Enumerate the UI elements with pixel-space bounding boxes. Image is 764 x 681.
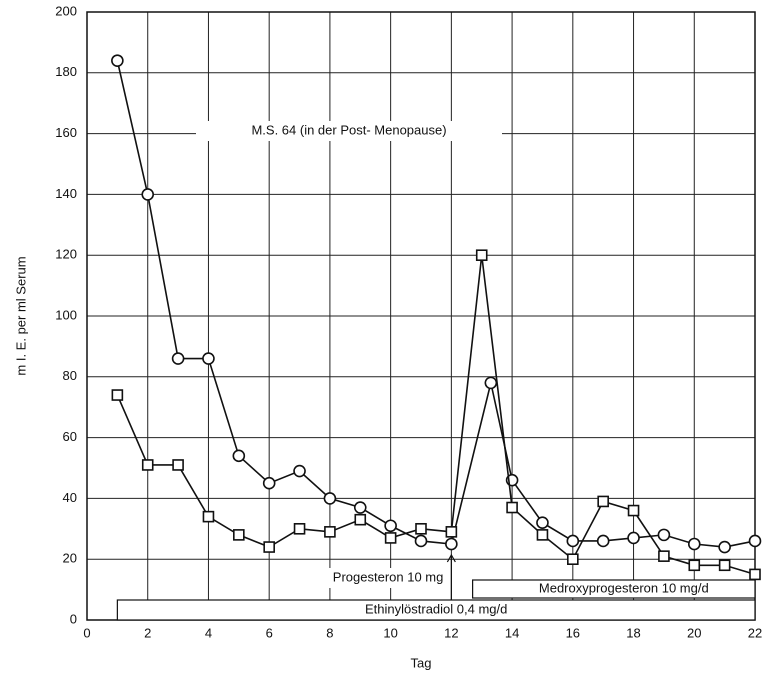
- y-tick-label: 160: [55, 125, 77, 140]
- x-tick-label: 0: [83, 625, 90, 640]
- data-point: [262, 476, 276, 490]
- data-point: [536, 516, 549, 530]
- data-point: [384, 519, 397, 533]
- data-point: [506, 501, 518, 514]
- y-tick-label: 80: [63, 368, 77, 383]
- data-point: [445, 537, 458, 551]
- treatment-bar: [116, 599, 756, 621]
- data-point: [232, 449, 246, 463]
- x-tick-label: 16: [566, 625, 580, 640]
- data-point: [567, 553, 579, 566]
- y-tick-label: 120: [55, 247, 77, 262]
- data-point: [353, 501, 367, 514]
- treatment-label: Ethinylöstradiol 0,4 mg/d: [365, 601, 507, 616]
- treatment-bar: [472, 579, 756, 599]
- x-tick-label: 20: [687, 625, 701, 640]
- data-point: [475, 249, 488, 261]
- data-point: [627, 531, 640, 545]
- data-point: [718, 540, 731, 554]
- data-point: [596, 534, 610, 548]
- data-point: [536, 529, 549, 541]
- data-point: [688, 559, 701, 572]
- y-tick-label: 180: [55, 64, 77, 79]
- x-tick-label: 8: [326, 625, 333, 640]
- x-tick-label: 4: [205, 625, 212, 640]
- x-tick-label: 14: [505, 625, 519, 640]
- x-tick-label: 12: [444, 625, 458, 640]
- y-tick-label: 200: [55, 3, 77, 18]
- data-point: [687, 537, 701, 551]
- y-axis-label: m I. E. per ml Serum: [13, 256, 28, 375]
- data-point: [293, 464, 306, 478]
- data-point: [415, 522, 427, 535]
- x-axis-label: Tag: [411, 655, 432, 670]
- data-point: [141, 188, 155, 201]
- y-tick-label: 60: [63, 429, 77, 444]
- y-tick-label: 40: [63, 490, 77, 505]
- x-tick-label: 6: [266, 625, 273, 640]
- data-point: [293, 522, 306, 535]
- x-tick-label: 22: [748, 625, 762, 640]
- y-tick-label: 100: [55, 307, 77, 322]
- annotation-bg: [196, 121, 502, 141]
- annotation: M.S. 64 (in der Post- Menopause): [251, 122, 446, 137]
- series-line: [116, 255, 756, 576]
- data-point: [111, 54, 124, 67]
- annotation-arrow: [446, 553, 456, 600]
- y-tick-label: 20: [63, 551, 77, 566]
- data-point: [171, 352, 185, 365]
- x-tick-label: 2: [144, 625, 151, 640]
- data-point: [354, 513, 367, 526]
- data-point: [263, 541, 275, 553]
- y-tick-label: 0: [70, 611, 77, 626]
- data-point: [202, 510, 215, 523]
- data-point: [172, 459, 184, 471]
- data-point: [111, 389, 124, 401]
- data-point: [566, 534, 580, 548]
- x-tick-label: 18: [626, 625, 640, 640]
- data-point: [324, 526, 336, 538]
- data-point: [233, 529, 245, 541]
- data-point: [597, 495, 609, 508]
- data-point: [627, 504, 640, 517]
- treatment-label: Medroxyprogesteron 10 mg/d: [539, 580, 709, 595]
- series-line: [116, 60, 756, 548]
- data-point: [323, 492, 337, 505]
- x-tick-label: 10: [383, 625, 397, 640]
- data-point: [414, 534, 428, 548]
- data-point: [657, 528, 671, 542]
- annotation-bg: [271, 568, 446, 588]
- data-point: [748, 534, 762, 548]
- data-point: [718, 559, 731, 572]
- data-point: [658, 550, 670, 562]
- data-point: [749, 568, 761, 581]
- data-point: [141, 459, 154, 471]
- data-point: [484, 376, 498, 390]
- annotation: Progesteron 10 mg: [333, 569, 444, 584]
- y-tick-label: 140: [55, 186, 77, 201]
- data-point: [202, 352, 215, 365]
- data-point: [384, 532, 397, 544]
- data-point: [445, 526, 458, 538]
